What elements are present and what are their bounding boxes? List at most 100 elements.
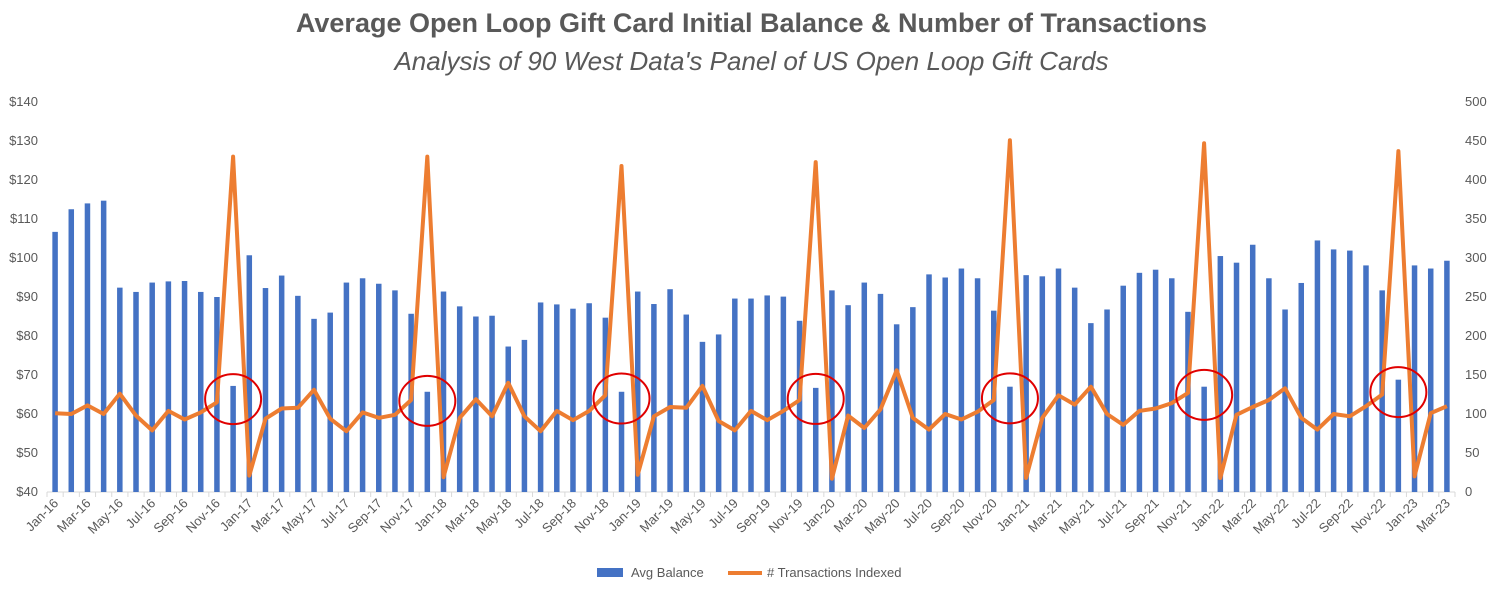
x-tick-label: Jan-22 xyxy=(1188,496,1227,535)
bar-avg-balance xyxy=(1185,311,1191,492)
bar-avg-balance xyxy=(1411,265,1418,492)
bar-avg-balance xyxy=(667,289,673,492)
bar-avg-balance xyxy=(1314,240,1321,492)
highlight-circle xyxy=(980,372,1039,425)
chart-subtitle: Analysis of 90 West Data's Panel of US O… xyxy=(394,46,1109,76)
bar-avg-balance xyxy=(408,313,414,492)
bar-avg-balance xyxy=(877,293,884,492)
bar-avg-balance xyxy=(683,314,690,492)
y-right-tick-label: 200 xyxy=(1465,328,1487,343)
bar-avg-balance xyxy=(958,268,965,492)
y-right-tick-label: 100 xyxy=(1465,406,1487,421)
y-left-tick-label: $130 xyxy=(9,133,38,148)
bar-avg-balance xyxy=(230,385,236,492)
highlight-circle xyxy=(592,372,651,425)
y-axis-right: 0 50 100 150 200 250 300 350 400 450 500 xyxy=(1465,94,1487,499)
bar-avg-balance xyxy=(117,287,123,492)
x-tick-label: Jan-21 xyxy=(994,496,1033,535)
bar-avg-balance xyxy=(1088,323,1094,492)
bar-avg-balance xyxy=(699,341,706,492)
bar-avg-balance xyxy=(861,282,868,492)
bar-avg-balance xyxy=(1363,265,1369,492)
bar-avg-balance xyxy=(505,346,511,492)
bar-avg-balance xyxy=(732,298,738,492)
x-tick-label: Sep-21 xyxy=(1121,496,1161,536)
x-tick-label: Nov-21 xyxy=(1154,496,1194,536)
bar-avg-balance xyxy=(926,274,932,492)
y-right-tick-label: 500 xyxy=(1465,94,1487,109)
bar-avg-balance xyxy=(537,302,544,492)
x-tick-label: May-22 xyxy=(1250,496,1291,537)
bar-series-avg-balance xyxy=(52,200,1450,493)
bar-avg-balance xyxy=(1007,386,1013,492)
y-right-tick-label: 0 xyxy=(1465,484,1472,499)
x-tick-label: Jan-18 xyxy=(411,496,450,535)
bar-avg-balance xyxy=(1169,278,1175,492)
bar-avg-balance xyxy=(829,290,835,492)
bar-avg-balance xyxy=(100,200,107,493)
x-axis-ticks xyxy=(46,492,1456,497)
bar-avg-balance xyxy=(197,291,204,492)
y-left-tick-label: $100 xyxy=(9,250,38,265)
y-left-tick-label: $140 xyxy=(9,94,38,109)
bar-avg-balance xyxy=(52,231,58,492)
bar-avg-balance xyxy=(1298,282,1305,492)
bar-avg-balance xyxy=(942,277,948,492)
legend-label-avg-balance: Avg Balance xyxy=(631,565,704,580)
x-tick-label: May-18 xyxy=(473,496,514,537)
x-tick-label: Sep-22 xyxy=(1316,496,1356,536)
bar-avg-balance xyxy=(586,303,592,492)
y-left-tick-label: $90 xyxy=(16,289,38,304)
bar-avg-balance xyxy=(910,307,916,492)
bar-avg-balance xyxy=(1427,268,1434,492)
y-left-tick-label: $70 xyxy=(16,367,38,382)
x-tick-label: Sep-16 xyxy=(150,496,190,536)
bar-avg-balance xyxy=(149,282,155,492)
bar-avg-balance xyxy=(246,255,253,492)
legend-label-transactions: # Transactions Indexed xyxy=(767,565,901,580)
highlight-circles xyxy=(204,366,1428,427)
x-tick-label: May-17 xyxy=(279,496,320,537)
bar-avg-balance xyxy=(570,308,576,492)
bar-avg-balance xyxy=(424,391,431,492)
bar-avg-balance xyxy=(133,291,139,492)
bar-avg-balance xyxy=(311,318,317,492)
bar-avg-balance xyxy=(1071,287,1078,492)
bar-avg-balance xyxy=(473,316,479,492)
y-left-tick-label: $40 xyxy=(16,484,38,499)
x-tick-label: Mar-23 xyxy=(1413,496,1453,536)
bar-avg-balance xyxy=(440,291,447,492)
y-left-tick-label: $120 xyxy=(9,172,38,187)
bar-avg-balance xyxy=(343,282,350,492)
bar-avg-balance xyxy=(845,305,851,492)
bar-avg-balance xyxy=(1347,250,1353,492)
bar-avg-balance xyxy=(651,304,657,492)
legend: Avg Balance # Transactions Indexed xyxy=(597,565,901,580)
bar-avg-balance xyxy=(1152,269,1159,492)
x-tick-label: May-21 xyxy=(1056,496,1097,537)
bar-avg-balance xyxy=(764,295,770,492)
y-right-tick-label: 450 xyxy=(1465,133,1487,148)
bar-avg-balance xyxy=(1233,262,1240,492)
bar-avg-balance xyxy=(1282,309,1288,492)
y-left-tick-label: $110 xyxy=(10,211,38,226)
bar-avg-balance xyxy=(456,306,463,492)
x-tick-label: Jan-17 xyxy=(217,496,256,535)
highlight-circle xyxy=(204,373,263,426)
y-right-tick-label: 350 xyxy=(1465,211,1487,226)
x-tick-label: Nov-19 xyxy=(765,496,805,536)
y-right-tick-label: 300 xyxy=(1465,250,1487,265)
bar-avg-balance xyxy=(295,295,301,492)
bar-avg-balance xyxy=(359,278,366,492)
legend-swatch-avg-balance xyxy=(597,568,623,577)
x-tick-label: Jan-23 xyxy=(1382,496,1421,535)
bar-avg-balance xyxy=(780,296,787,492)
y-right-tick-label: 150 xyxy=(1465,367,1487,382)
bar-avg-balance xyxy=(68,209,75,492)
bar-avg-balance xyxy=(796,320,803,492)
bar-avg-balance xyxy=(748,298,754,492)
bar-avg-balance xyxy=(602,317,609,492)
x-tick-label: May-16 xyxy=(85,496,126,537)
highlight-circle xyxy=(398,374,457,427)
x-tick-label: Nov-17 xyxy=(377,496,417,536)
